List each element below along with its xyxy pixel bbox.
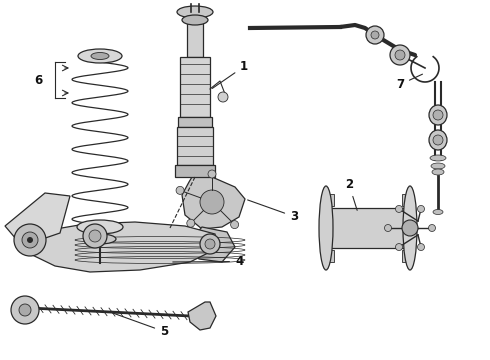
Ellipse shape: [432, 169, 444, 175]
Circle shape: [176, 186, 184, 194]
Circle shape: [395, 244, 402, 251]
Ellipse shape: [429, 105, 447, 125]
Bar: [402, 194, 412, 206]
Circle shape: [200, 190, 224, 214]
Circle shape: [395, 206, 402, 212]
Circle shape: [371, 31, 379, 39]
Polygon shape: [22, 222, 218, 272]
Polygon shape: [188, 302, 216, 330]
Circle shape: [11, 296, 39, 324]
Ellipse shape: [430, 155, 446, 161]
Circle shape: [402, 220, 418, 236]
Ellipse shape: [403, 186, 417, 270]
Circle shape: [83, 224, 107, 248]
Circle shape: [417, 206, 424, 212]
Circle shape: [385, 225, 392, 231]
Text: 7: 7: [396, 74, 422, 91]
Circle shape: [428, 225, 436, 231]
Bar: [175, 165, 215, 177]
Ellipse shape: [77, 220, 123, 234]
Text: 6: 6: [34, 73, 42, 86]
Circle shape: [200, 234, 220, 254]
Bar: [324, 194, 334, 206]
Text: 1: 1: [212, 60, 248, 89]
Circle shape: [19, 304, 31, 316]
Circle shape: [89, 230, 101, 242]
Bar: [177, 127, 213, 165]
Bar: [178, 117, 212, 127]
Ellipse shape: [84, 234, 116, 244]
Ellipse shape: [433, 210, 443, 215]
Text: 5: 5: [113, 313, 168, 338]
Circle shape: [231, 221, 239, 229]
Circle shape: [14, 224, 46, 256]
Circle shape: [218, 92, 228, 102]
Bar: [180, 57, 210, 117]
Circle shape: [433, 110, 443, 120]
Ellipse shape: [177, 6, 213, 18]
Text: 2: 2: [345, 178, 357, 210]
Circle shape: [433, 135, 443, 145]
Ellipse shape: [319, 186, 333, 270]
Bar: [402, 250, 412, 262]
Text: 3: 3: [247, 200, 298, 223]
Polygon shape: [182, 177, 245, 229]
Ellipse shape: [91, 53, 109, 59]
Circle shape: [22, 232, 38, 248]
Circle shape: [187, 219, 195, 227]
Circle shape: [395, 50, 405, 60]
Bar: [326, 208, 410, 248]
Polygon shape: [5, 193, 70, 246]
Ellipse shape: [431, 163, 445, 169]
Circle shape: [27, 237, 33, 243]
Text: 4: 4: [173, 255, 243, 268]
Bar: [187, 22, 203, 57]
Circle shape: [417, 244, 424, 251]
Circle shape: [205, 239, 215, 249]
Circle shape: [390, 45, 410, 65]
Ellipse shape: [182, 15, 208, 25]
Bar: [324, 250, 334, 262]
Ellipse shape: [78, 49, 122, 63]
Circle shape: [366, 26, 384, 44]
Polygon shape: [189, 227, 235, 262]
Ellipse shape: [429, 130, 447, 150]
Circle shape: [208, 170, 216, 178]
